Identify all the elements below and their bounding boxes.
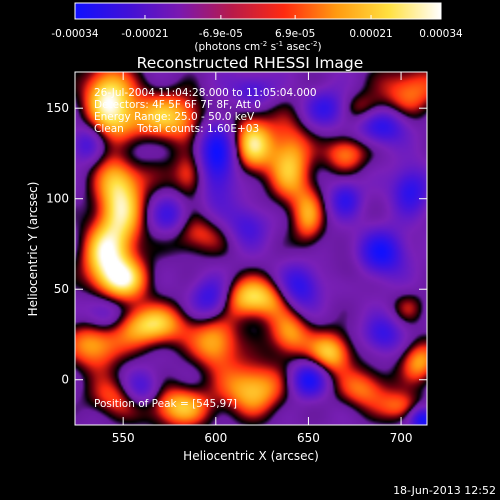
colorbar-tick-label: -0.00021 bbox=[121, 28, 168, 40]
chart-title: Reconstructed RHESSI Image bbox=[137, 54, 364, 72]
colorbar-tick-label: 0.00021 bbox=[349, 28, 392, 40]
y-tick-label: 100 bbox=[46, 192, 69, 206]
colorbar-gradient bbox=[74, 2, 442, 20]
colorbar-units: (photons cm-2 s-1 asec-2) bbox=[194, 40, 321, 53]
annotation-line: 26-Jul-2004 11:04:28.000 to 11:05:04.000 bbox=[94, 87, 317, 99]
x-tick-label: 650 bbox=[297, 431, 320, 445]
plot-frame bbox=[74, 71, 428, 426]
annotation-line: Detectors: 4F 5F 6F 7F 8F, Att 0 bbox=[94, 99, 261, 111]
annotations: 26-Jul-2004 11:04:28.000 to 11:05:04.000… bbox=[94, 87, 317, 410]
y-tick-label: 150 bbox=[46, 101, 69, 115]
heatmap-image bbox=[75, 72, 427, 425]
x-tick-label: 700 bbox=[390, 431, 413, 445]
colorbar-tick-label: -0.00034 bbox=[51, 28, 99, 40]
colorbar-tick-label: 0.00034 bbox=[419, 28, 463, 40]
colorbar-ticks: -0.00034 -0.00021 -6.9e-05 6.9e-05 0.00021 0.… bbox=[51, 15, 463, 40]
heatmap-plot: 550 600 650 700 0 50 100 150 bbox=[46, 71, 428, 445]
y-tick-label: 0 bbox=[61, 373, 69, 387]
peak-position-label: Position of Peak = [545,97] bbox=[94, 398, 237, 410]
y-tick-label: 50 bbox=[54, 282, 69, 296]
x-tick-label: 550 bbox=[112, 431, 135, 445]
annotation-line: Clean Total counts: 1.60E+03 bbox=[94, 123, 259, 135]
y-axis-label: Heliocentric Y (arcsec) bbox=[26, 182, 40, 317]
x-axis-label: Heliocentric X (arcsec) bbox=[183, 449, 319, 463]
colorbar: -0.00034 -0.00021 -6.9e-05 6.9e-05 0.00021 0.… bbox=[51, 2, 463, 53]
axis-ticks: 550 600 650 700 0 50 100 150 bbox=[46, 72, 427, 445]
colorbar-tick-label: 6.9e-05 bbox=[275, 28, 315, 40]
footer-date: 18-Jun-2013 12:52 bbox=[393, 484, 496, 497]
annotation-line: Energy Range: 25.0 - 50.0 keV bbox=[94, 111, 255, 123]
colorbar-tick-label: -6.9e-05 bbox=[199, 28, 243, 40]
x-tick-label: 600 bbox=[204, 431, 227, 445]
